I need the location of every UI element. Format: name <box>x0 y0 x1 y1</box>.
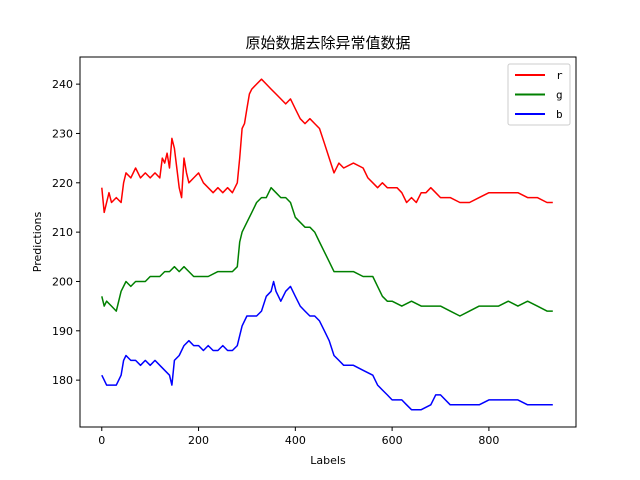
series-layer <box>101 78 553 411</box>
y-tick-label: 200 <box>52 275 73 288</box>
y-tick-label: 180 <box>52 374 73 387</box>
legend-label-r: r <box>556 69 563 82</box>
series-line-r <box>101 78 553 214</box>
x-tick-label: 800 <box>478 434 499 447</box>
x-axis-label: Labels <box>310 454 346 467</box>
x-tick-label: 0 <box>98 434 105 447</box>
y-axis-label: Predictions <box>31 212 44 273</box>
legend-label-b: b <box>556 108 563 121</box>
series-line-g <box>101 186 553 317</box>
legend: rgb <box>507 63 571 126</box>
axes-layer <box>79 56 577 428</box>
legend-label-g: g <box>556 89 563 102</box>
plot-area <box>80 57 576 427</box>
chart-title: 原始数据去除异常值数据 <box>245 34 410 52</box>
x-tick-label: 400 <box>285 434 306 447</box>
y-tick-label: 230 <box>52 127 73 140</box>
y-tick-label: 220 <box>52 177 73 190</box>
y-tick-label: 190 <box>52 325 73 338</box>
x-tick-label: 600 <box>382 434 403 447</box>
axes-frame <box>79 56 577 428</box>
tick-layer: 0 200 400 600 800 180 190 200 210 220 230 240 <box>52 78 499 447</box>
y-tick-label: 240 <box>52 78 73 91</box>
series-line-b <box>101 280 553 411</box>
x-tick-label: 200 <box>188 434 209 447</box>
y-tick-label: 210 <box>52 226 73 239</box>
